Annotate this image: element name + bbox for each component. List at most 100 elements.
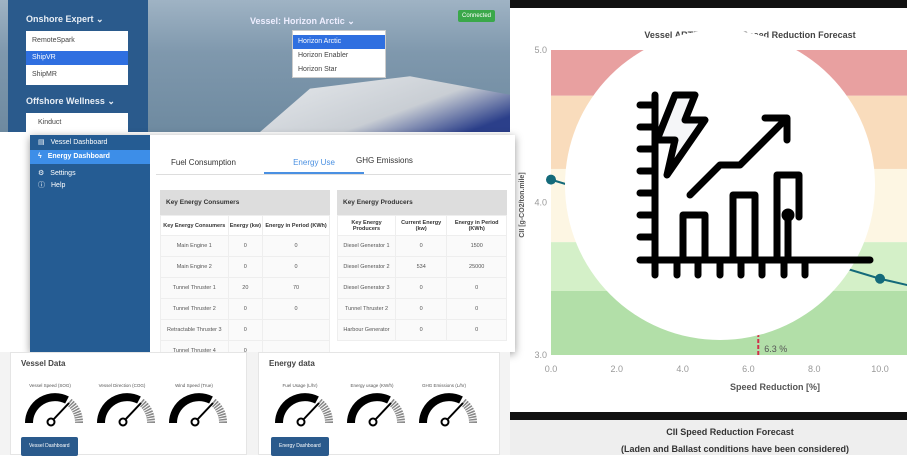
dashboard-tabs: Fuel Consumption Energy Use GHG Emission… bbox=[156, 153, 511, 175]
option-horizon-star[interactable]: Horizon Star bbox=[298, 66, 337, 73]
cell: Key Energy Producers bbox=[337, 215, 396, 236]
vessel-options: Horizon Arctic Horizon Enabler Horizon S… bbox=[292, 30, 386, 78]
x-axis-label: Speed Reduction [%] bbox=[730, 382, 820, 392]
y-tick-label: 5.0 bbox=[534, 45, 547, 55]
tab-fuel-consumption[interactable]: Fuel Consumption bbox=[171, 158, 236, 167]
cell: Energy in Period (KWh) bbox=[262, 215, 330, 236]
top-bar bbox=[510, 0, 907, 8]
nav-energy-dashboard[interactable]: ϟ Energy Dashboard bbox=[30, 150, 150, 164]
cell: Tunnel Thruster 2 bbox=[160, 298, 229, 320]
cell: 1500 bbox=[446, 235, 507, 257]
x-tick-label: 8.0 bbox=[808, 364, 821, 374]
cell: Diesel Generator 3 bbox=[337, 277, 396, 299]
cell: 25000 bbox=[446, 256, 507, 278]
consumers-title: Key Energy Consumers bbox=[160, 190, 330, 215]
y-tick-label: 4.0 bbox=[534, 198, 547, 208]
gauge-icon bbox=[97, 393, 155, 427]
cell: 0 bbox=[262, 298, 330, 320]
marker-label: 6.3 % bbox=[764, 344, 787, 354]
gauge-icon bbox=[419, 393, 477, 427]
gauge-icon bbox=[169, 393, 227, 427]
cell: 0 bbox=[227, 256, 264, 278]
ship-marker bbox=[546, 174, 556, 185]
connection-status-badge: Connected bbox=[458, 10, 496, 22]
cell: Main Engine 1 bbox=[160, 235, 229, 257]
cell: Retractable Thruster 3 bbox=[160, 319, 229, 341]
cell: 0 bbox=[262, 235, 330, 257]
footer-title: CII Speed Reduction Forecast bbox=[666, 427, 794, 437]
producers-table: Key Energy Producers Key Energy Producer… bbox=[337, 190, 507, 341]
option-remotespark[interactable]: RemoteSpark bbox=[32, 37, 75, 44]
nav-help[interactable]: ⓘ Help bbox=[30, 180, 150, 192]
nav-vessel-dashboard[interactable]: ▤ Vessel Dashboard bbox=[30, 136, 150, 150]
cell: Tunnel Thruster 2 bbox=[337, 298, 396, 320]
cell: Tunnel Thruster 1 bbox=[160, 277, 229, 299]
nav-settings[interactable]: ⚙ Settings bbox=[30, 168, 150, 180]
x-tick-label: 0.0 bbox=[545, 364, 558, 374]
x-tick-label: 6.0 bbox=[742, 364, 755, 374]
onshore-options: RemoteSpark ShipVR ShipMR bbox=[26, 31, 128, 85]
footer-bg bbox=[510, 420, 907, 455]
cell: Diesel Generator 2 bbox=[337, 256, 396, 278]
cell: 0 bbox=[262, 256, 330, 278]
ship-marker bbox=[875, 273, 885, 284]
cell bbox=[262, 319, 330, 341]
cell: 0 bbox=[446, 277, 507, 299]
cell: 0 bbox=[227, 235, 264, 257]
overlay-circle bbox=[565, 30, 875, 340]
tab-ghg-emissions[interactable]: GHG Emissions bbox=[356, 156, 413, 165]
cell: 0 bbox=[227, 319, 264, 341]
ship-icon: ▤ bbox=[38, 139, 45, 146]
cell: 70 bbox=[262, 277, 330, 299]
cell: 534 bbox=[394, 256, 448, 278]
gauge-label: Wind Speed (True) bbox=[175, 383, 213, 388]
section-offshore-wellness[interactable]: Offshore Wellness ⌄ bbox=[26, 96, 115, 106]
cell: 0 bbox=[446, 319, 507, 341]
cell: 0 bbox=[446, 298, 507, 320]
footer-subtitle: (Laden and Ballast conditions have been … bbox=[621, 444, 849, 454]
gauge-label: Energy usage (KW/h) bbox=[350, 383, 394, 388]
energy-dashboard-button[interactable]: Energy Dashboard bbox=[271, 437, 329, 456]
gauge-icon bbox=[275, 393, 333, 427]
gauge-icon bbox=[25, 393, 83, 427]
app-sidebar: Onshore Expert ⌄ RemoteSpark ShipVR Ship… bbox=[8, 0, 148, 132]
vessel-selector-panel: Onshore Expert ⌄ RemoteSpark ShipVR Ship… bbox=[0, 0, 510, 132]
cell: 0 bbox=[394, 235, 448, 257]
option-kinduct[interactable]: Kinduct bbox=[38, 119, 62, 126]
cell: 0 bbox=[227, 298, 264, 320]
vessel-dropdown[interactable]: Vessel: Horizon Arctic ⌄ bbox=[250, 16, 355, 26]
cell: Main Engine 2 bbox=[160, 256, 229, 278]
section-onshore-expert[interactable]: Onshore Expert ⌄ bbox=[26, 14, 104, 24]
option-horizon-enabler[interactable]: Horizon Enabler bbox=[298, 52, 349, 59]
vessel-data-title: Vessel Data bbox=[21, 359, 66, 368]
bolt-icon: ϟ bbox=[38, 153, 42, 160]
cell: Key Energy Consumers bbox=[160, 215, 229, 236]
energy-data-title: Energy data bbox=[269, 359, 315, 368]
gauge-label: GHG Emissions (L/hr) bbox=[421, 383, 466, 388]
help-icon: ⓘ bbox=[38, 182, 45, 189]
tab-energy-use[interactable]: Energy Use bbox=[264, 158, 364, 174]
cell: 0 bbox=[394, 319, 448, 341]
option-shipmr[interactable]: ShipMR bbox=[32, 71, 57, 78]
consumers-table: Key Energy Consumers Key Energy Consumer… bbox=[160, 190, 330, 362]
divider-bar bbox=[510, 412, 907, 420]
option-shipvr[interactable]: ShipVR bbox=[26, 51, 128, 65]
vessel-dashboard-button[interactable]: Vessel Dashboard bbox=[21, 437, 78, 456]
energy-data-card: Energy data Fuel Usage (L/hr) Energy usa… bbox=[258, 352, 500, 456]
gauge-icon bbox=[347, 393, 405, 427]
cell: 0 bbox=[394, 277, 448, 299]
x-tick-label: 10.0 bbox=[871, 364, 889, 374]
summary-area: Vessel Data Vessel Speed (SOG) Vessel Di… bbox=[0, 352, 510, 456]
gauge-label: Vessel Speed (SOG) bbox=[29, 383, 71, 388]
cell: 20 bbox=[227, 277, 264, 299]
gear-icon: ⚙ bbox=[38, 170, 45, 177]
cell: Current Energy (kw) bbox=[394, 215, 448, 236]
cell: Diesel Generator 1 bbox=[337, 235, 396, 257]
option-horizon-arctic[interactable]: Horizon Arctic bbox=[293, 35, 385, 49]
energy-growth-chart-icon bbox=[636, 91, 874, 279]
gauge-label: Vessel Direction (COG) bbox=[98, 383, 146, 388]
cell: Energy in Period (KWh) bbox=[446, 215, 507, 236]
x-tick-label: 2.0 bbox=[611, 364, 624, 374]
dashboard-sidebar: ▤ Vessel Dashboard ϟ Energy Dashboard ⚙ Set… bbox=[30, 135, 150, 352]
y-axis-label: CII [g-CO2/ton.mile] bbox=[519, 172, 526, 237]
